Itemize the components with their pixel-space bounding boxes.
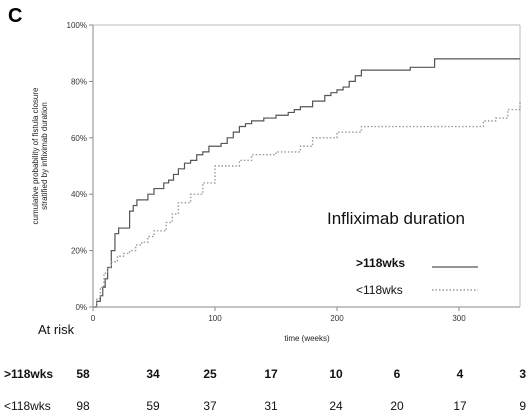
- at-risk-value: 9: [519, 399, 526, 413]
- at-risk-value: 34: [146, 367, 160, 381]
- series-line-lt118wks: [93, 101, 521, 308]
- at-risk-value: 58: [76, 367, 90, 381]
- at-risk-value: 3: [519, 367, 526, 381]
- at-risk-row-label: >118wks: [4, 367, 53, 381]
- at-risk-value: 24: [329, 399, 343, 413]
- at-risk-value: 10: [329, 367, 343, 381]
- y-axis-label-line-1: cumulative probability of fistula closur…: [31, 87, 40, 225]
- at-risk-label: At risk: [38, 322, 75, 337]
- legend: Infliximab duration >118wks <118wks: [327, 209, 478, 297]
- x-tick-label: 0: [91, 314, 96, 323]
- x-tick-label: 200: [330, 314, 344, 323]
- at-risk-value: 6: [394, 367, 401, 381]
- y-axis-label-line-2: stratified by infliximab duration: [40, 102, 49, 210]
- y-tick-label: 20%: [71, 247, 87, 256]
- at-risk-value: 98: [76, 399, 90, 413]
- at-risk-value: 25: [203, 367, 217, 381]
- x-axis-label: time (weeks): [284, 334, 330, 343]
- series-line-gt118wks: [93, 58, 520, 308]
- y-tick-label: 80%: [71, 77, 87, 86]
- at-risk-value: 31: [264, 399, 278, 413]
- y-tick-label: 100%: [67, 21, 87, 30]
- y-tick-label: 60%: [71, 134, 87, 143]
- x-axis-ticks: 0 100 200 300: [91, 307, 466, 323]
- x-tick-label: 300: [452, 314, 466, 323]
- legend-label-series-1: <118wks: [356, 283, 403, 297]
- at-risk-value: 20: [390, 399, 404, 413]
- y-axis-ticks: 0% 20% 40% 60% 80% 100%: [67, 21, 93, 312]
- at-risk-value: 37: [203, 399, 217, 413]
- legend-title: Infliximab duration: [327, 209, 465, 228]
- survival-curves: [93, 58, 521, 308]
- at-risk-value: 17: [453, 399, 467, 413]
- x-tick-label: 100: [208, 314, 222, 323]
- y-tick-label: 40%: [71, 190, 87, 199]
- axes: [92, 24, 521, 308]
- legend-label-series-0: >118wks: [356, 256, 405, 270]
- at-risk-row-label: <118wks: [4, 399, 51, 413]
- panel-label: C: [8, 5, 22, 27]
- at-risk-value: 17: [264, 367, 278, 381]
- y-tick-label: 0%: [75, 303, 87, 312]
- at-risk-value: 59: [146, 399, 160, 413]
- at-risk-value: 4: [457, 367, 464, 381]
- at-risk-table: >118wks 58 34 25 17 10 6 4 3 <118wks 98 59 37 31 24 20 1…: [4, 367, 526, 413]
